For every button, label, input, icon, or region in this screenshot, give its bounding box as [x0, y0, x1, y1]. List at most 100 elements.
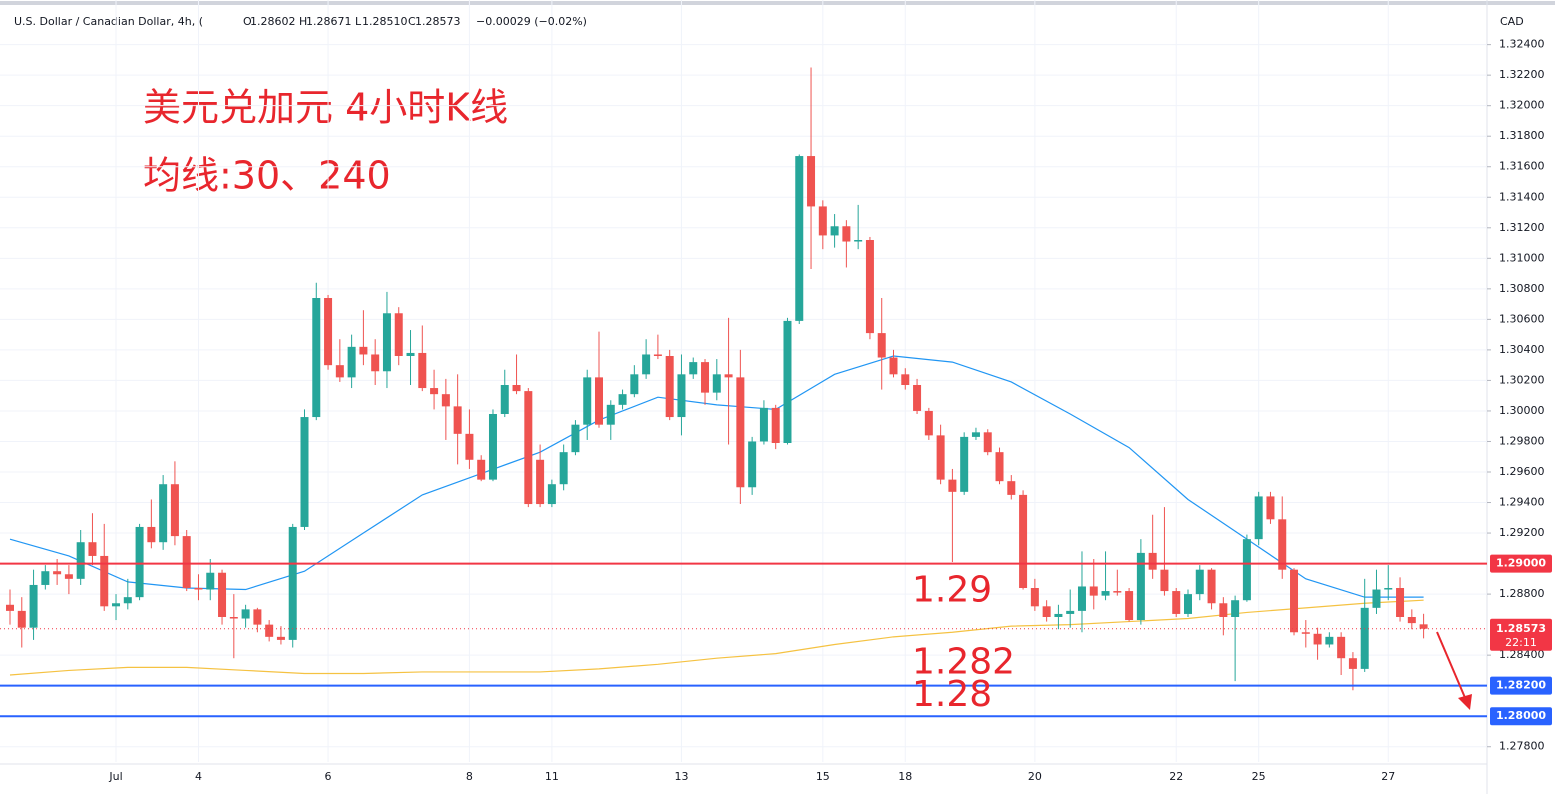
currency: CAD	[1500, 15, 1524, 28]
level-tag-label: 1.29000	[1496, 557, 1546, 570]
subtitle: 均线:30、240	[143, 154, 391, 198]
x-tick-label: 27	[1381, 770, 1395, 783]
candle-body	[1313, 633, 1322, 645]
candle-body	[1019, 494, 1028, 588]
x-tick-label: 20	[1028, 770, 1042, 783]
y-tick-label: 1.29800	[1499, 434, 1545, 447]
candle-body	[135, 526, 144, 598]
level-annotation: 1.28	[912, 674, 992, 715]
candle-body	[512, 385, 521, 392]
candle-body	[29, 584, 38, 628]
plot: 1.32400 1.32200 1.32000 1.31800 1.31600 1.314…	[0, 0, 1545, 783]
candle-body	[960, 436, 969, 492]
candle-body	[406, 352, 415, 356]
candle-body	[1337, 636, 1346, 659]
candle-body	[795, 156, 804, 321]
candle-body	[901, 374, 910, 385]
candle-body	[1407, 617, 1416, 624]
candle-body	[100, 555, 109, 607]
moving-average	[9, 599, 1424, 676]
candle-body	[6, 604, 14, 611]
candle-body	[854, 240, 863, 242]
candle-body	[1290, 569, 1299, 633]
candle-body	[889, 357, 898, 375]
candle-body	[771, 407, 780, 443]
candle-body	[1419, 624, 1428, 629]
level-annotation: 1.282	[912, 642, 1015, 683]
y-tick-label: 1.29200	[1499, 526, 1545, 539]
candle-body	[194, 588, 203, 590]
ohlc-value: 1.28573	[415, 15, 461, 28]
symbol: U.S. Dollar / Canadian Dollar, 4h, (	[14, 15, 203, 28]
candle-body	[430, 388, 439, 395]
candle-body	[1030, 588, 1039, 607]
candle-body	[147, 526, 156, 543]
candle-body	[1066, 610, 1075, 614]
x-tick-label: 22	[1169, 770, 1183, 783]
candle-body	[465, 433, 474, 460]
candle-body	[783, 320, 792, 443]
x-tick-label: 8	[466, 770, 473, 783]
candle-body	[642, 354, 651, 375]
candle-body	[1372, 589, 1381, 608]
candle-body	[288, 526, 297, 640]
candle-body	[53, 571, 62, 575]
change: −0.00029 (−0.02%)	[476, 15, 587, 28]
candle-body	[818, 206, 827, 236]
last-price-tag	[1490, 618, 1552, 651]
moving-average	[9, 355, 1424, 598]
candle-body	[159, 484, 168, 543]
x-tick-label: Jul	[108, 770, 122, 783]
candle-body	[1042, 606, 1051, 617]
candle-body	[229, 617, 238, 619]
y-tick-label: 1.31800	[1499, 129, 1545, 142]
candle-body	[924, 410, 933, 436]
x-tick-label: 11	[545, 770, 559, 783]
candle-body	[571, 424, 580, 453]
candle-body	[948, 479, 957, 492]
candle-body	[995, 452, 1004, 482]
candle-body	[547, 484, 556, 505]
candle-body	[253, 609, 262, 625]
arrow-head	[1458, 694, 1472, 710]
level-tag-label: 1.28200	[1496, 679, 1546, 692]
candle-body	[218, 572, 227, 617]
candle-body	[1113, 591, 1122, 593]
candle-body	[347, 346, 356, 378]
countdown: 22:11	[1505, 636, 1537, 649]
candle-body	[701, 362, 710, 393]
level-tag	[1490, 707, 1552, 726]
candle-body	[276, 636, 285, 640]
y-tick-label: 1.32200	[1499, 68, 1545, 81]
candle-body	[807, 156, 816, 207]
level-tag-label: 1.28000	[1496, 709, 1546, 722]
x-tick-label: 25	[1252, 770, 1266, 783]
candle-body	[1384, 588, 1393, 590]
y-tick-label: 1.32000	[1499, 99, 1545, 112]
candle-body	[488, 414, 497, 480]
candle-body	[1325, 636, 1334, 645]
candle-body	[359, 346, 368, 355]
candle-body	[689, 362, 698, 375]
candle-body	[536, 459, 545, 505]
candle-body	[759, 407, 768, 442]
y-tick-label: 1.29600	[1499, 465, 1545, 478]
candle-body	[453, 406, 462, 434]
x-tick-label: 4	[195, 770, 202, 783]
candle-body	[1360, 607, 1369, 669]
candle-body	[1077, 586, 1086, 611]
y-tick-label: 1.31600	[1499, 160, 1545, 173]
candle-body	[1160, 569, 1169, 592]
candle-body	[88, 542, 97, 556]
candle-body	[1254, 496, 1263, 540]
candle-body	[1101, 591, 1110, 596]
candle-body	[206, 572, 215, 590]
candle-body	[606, 404, 615, 425]
candle-body	[1278, 519, 1287, 570]
y-tick-label: 1.30400	[1499, 343, 1545, 356]
candle-body	[324, 298, 333, 366]
candle-body	[559, 452, 568, 485]
candle-body	[394, 313, 403, 356]
x-tick-label: 18	[898, 770, 912, 783]
candle-body	[1172, 591, 1181, 614]
